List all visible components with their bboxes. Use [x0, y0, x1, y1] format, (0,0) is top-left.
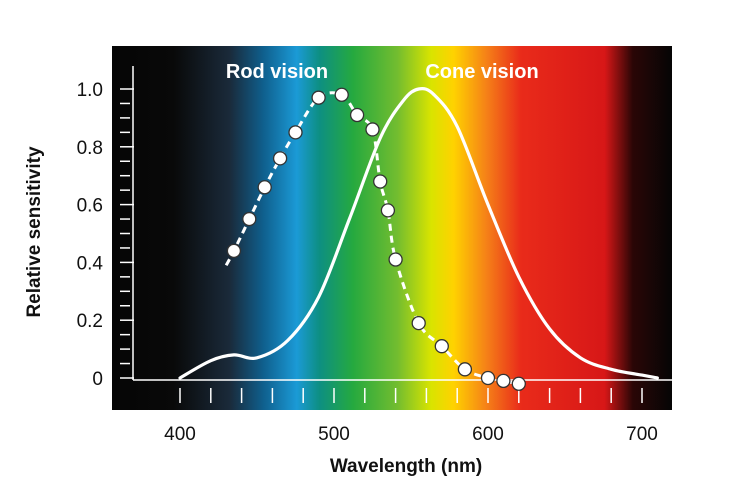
series-line-cone-vision — [178, 87, 659, 380]
series-layer — [178, 87, 659, 391]
rod-vision-point — [257, 180, 272, 195]
rod-vision-point — [380, 203, 396, 218]
plot-background — [112, 46, 672, 410]
y-tick-label: 0.6 — [77, 196, 103, 217]
rod-vision-point — [288, 125, 303, 140]
x-axis-title: Wavelength (nm) — [330, 456, 482, 477]
y-axis-title: Relative sensitivity — [24, 146, 45, 318]
x-tick-label: 700 — [626, 424, 658, 445]
x-tick-labels: 400 500 600 700 — [164, 424, 658, 445]
x-minor-ticks — [179, 388, 643, 403]
rod-vision-point — [511, 376, 526, 391]
rod-vision-point — [388, 252, 403, 267]
y-tick-label: 0 — [92, 369, 103, 390]
annotation-cone-vision: Cone vision — [425, 61, 538, 83]
rod-vision-point — [457, 362, 473, 377]
y-tick-label: 0.4 — [77, 253, 104, 274]
y-tick-label: 1.0 — [77, 80, 103, 101]
rod-vision-point — [434, 339, 449, 354]
rod-vision-point — [334, 87, 349, 102]
rod-vision-point — [480, 370, 496, 386]
x-tick-label: 400 — [164, 424, 196, 445]
rod-vision-point — [365, 122, 380, 137]
annotation-rod-vision: Rod vision — [226, 61, 328, 83]
rod-vision-point — [373, 174, 388, 189]
y-tick-labels: 0 0.2 0.4 0.6 0.8 1.0 — [77, 80, 104, 390]
y-tick-label: 0.8 — [77, 138, 103, 159]
rod-vision-point — [242, 211, 257, 227]
rod-vision-point — [226, 243, 242, 258]
x-tick-label: 500 — [318, 424, 350, 445]
y-tick-label: 0.2 — [77, 311, 103, 332]
rod-vision-point — [272, 151, 288, 166]
rod-vision-point — [496, 373, 511, 389]
y-minor-ticks — [120, 88, 134, 379]
rod-vision-point — [411, 315, 426, 331]
x-tick-label: 600 — [472, 424, 504, 445]
rod-vision-point — [349, 107, 365, 123]
rod-vision-point — [311, 90, 326, 105]
